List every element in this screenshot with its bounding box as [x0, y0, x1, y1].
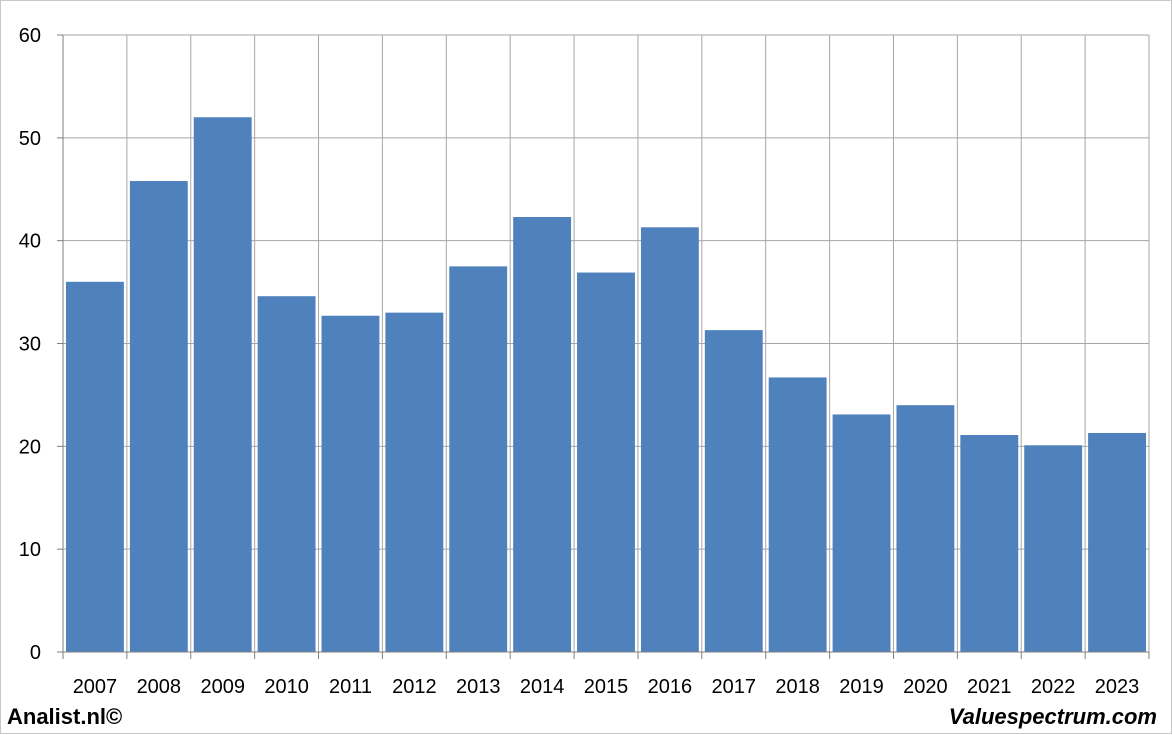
x-tick-labels: 2007 2008 2009 2010 2011 2012 2013 2014 2015 2016…	[73, 676, 1140, 698]
bar-2007	[66, 281, 124, 652]
bar-2013	[449, 266, 508, 652]
bar-2010	[257, 296, 316, 652]
bar-2017	[704, 330, 763, 652]
bar-2018	[768, 377, 827, 652]
x-tick-label: 2018	[775, 676, 820, 698]
x-tick-label: 2010	[264, 676, 309, 698]
bar-2022	[1024, 445, 1083, 652]
y-tick-label: 0	[30, 642, 41, 664]
y-tick-label: 50	[19, 128, 41, 150]
x-tick-label: 2016	[648, 676, 693, 698]
y-tick-labels: 0 10 20 30 40 50 60	[19, 25, 41, 664]
y-tick-label: 10	[19, 539, 41, 561]
x-tick-label: 2015	[584, 676, 629, 698]
x-tick-label: 2022	[1031, 676, 1076, 698]
footer-analist-credit: Analist.nl©	[7, 704, 123, 729]
bar-2023	[1088, 432, 1146, 652]
x-tick-label: 2020	[903, 676, 948, 698]
bar-2019	[832, 414, 891, 652]
bar-2012	[385, 312, 444, 652]
bar-2014	[513, 217, 572, 652]
y-tick-label: 60	[19, 25, 41, 47]
bar-2008	[129, 181, 188, 653]
x-tick-label: 2023	[1095, 676, 1140, 698]
bar-2020	[896, 405, 955, 652]
x-tick-label: 2009	[200, 676, 245, 698]
bar-2015	[577, 272, 635, 652]
bar-2021	[960, 435, 1019, 652]
x-tick-label: 2011	[329, 676, 372, 698]
bar-2011	[321, 315, 380, 652]
bars	[66, 117, 1146, 653]
footer-valuespectrum-credit: Valuespectrum.com	[948, 704, 1157, 729]
x-tick-label: 2008	[137, 676, 182, 698]
x-tick-label: 2012	[392, 676, 437, 698]
x-tick-label: 2013	[456, 676, 501, 698]
bar-2009	[193, 117, 252, 653]
y-tick-label: 30	[19, 334, 41, 356]
axes	[57, 34, 1150, 659]
x-tick-label: 2014	[520, 676, 565, 698]
y-tick-label: 40	[19, 231, 41, 253]
x-tick-label: 2007	[73, 676, 118, 698]
x-tick-label: 2017	[712, 676, 757, 698]
y-tick-label: 20	[19, 436, 41, 458]
bar-2016	[640, 227, 699, 652]
x-tick-label: 2021	[967, 676, 1012, 698]
x-tick-label: 2019	[839, 676, 884, 698]
